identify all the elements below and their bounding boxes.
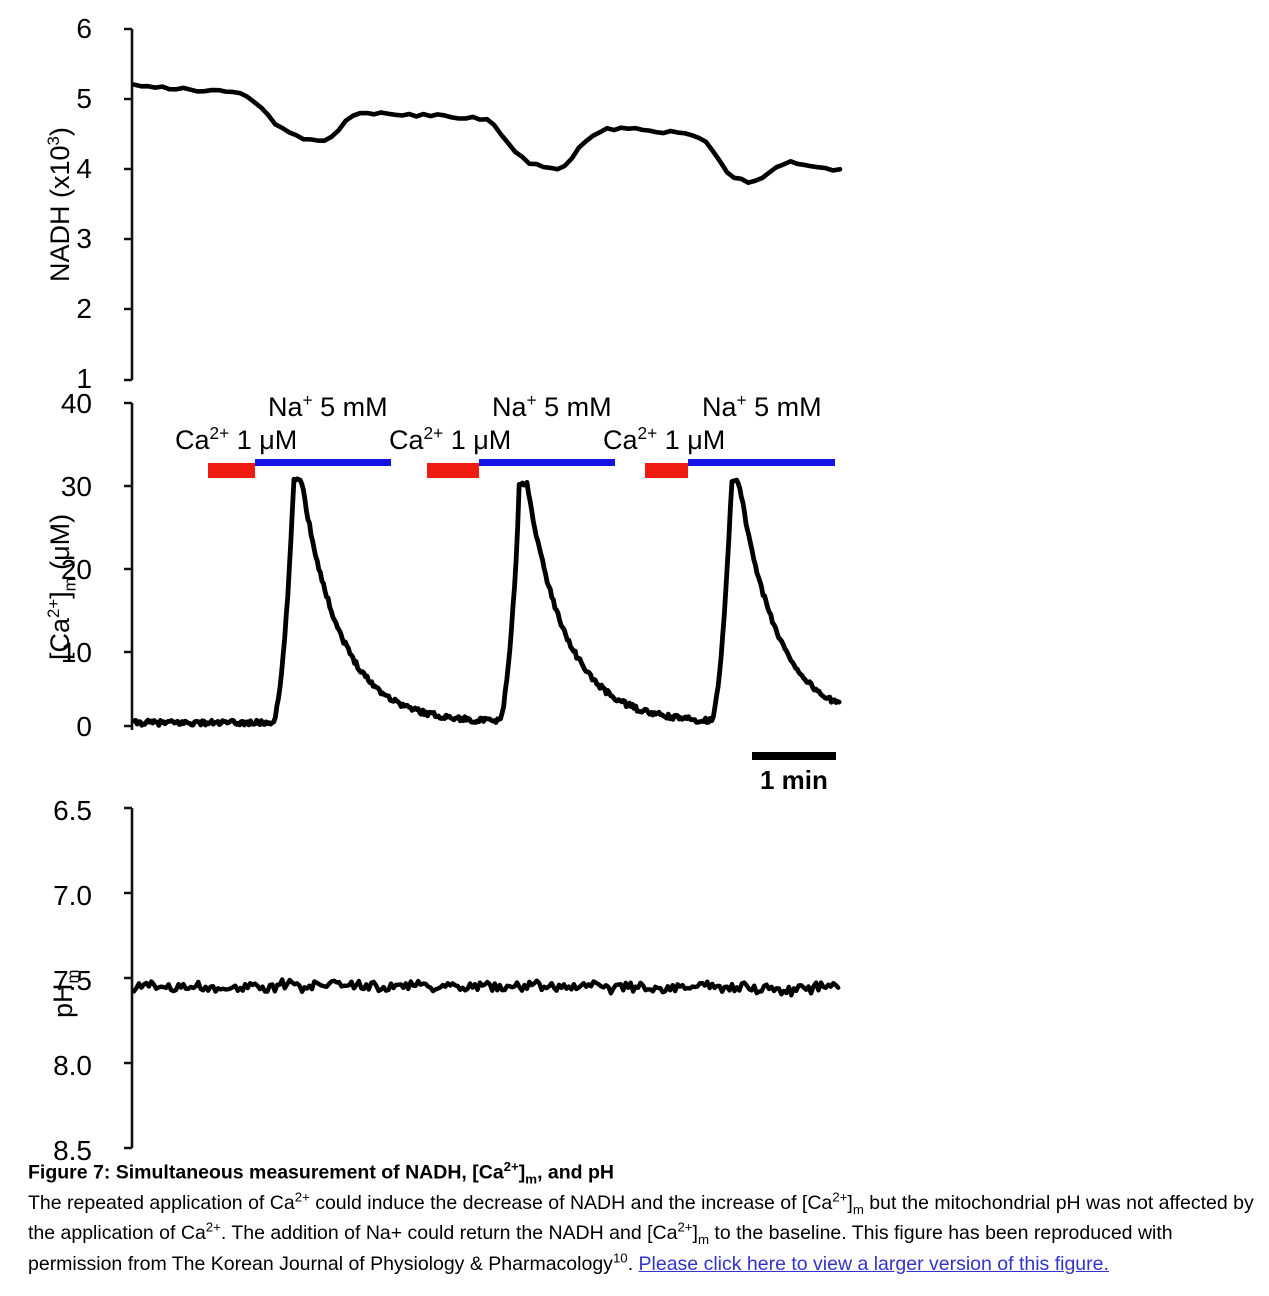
calcium-axis [124, 401, 134, 730]
sodium-bar-2 [479, 459, 615, 466]
larger-version-link[interactable]: Please click here to view a larger versi… [638, 1252, 1109, 1275]
caption-body: The repeated application of Ca2+ could i… [28, 1189, 1254, 1275]
ph-tick-8-5: 8.5 [53, 1135, 92, 1166]
ph-plot [124, 806, 841, 1150]
drug-label-na-1: Na+ 5 mM [268, 390, 388, 422]
figure-caption: Figure 7: Simultaneous measurement of NA… [28, 1158, 1260, 1277]
nadh-tick-6: 6 [76, 13, 92, 44]
nadh-trace [131, 82, 843, 186]
treatment-bars [208, 459, 835, 478]
ph-axis [124, 806, 134, 1150]
caption-title: Figure 7: Simultaneous measurement of NA… [28, 1159, 614, 1187]
drug-label-na-2: Na+ 5 mM [492, 390, 612, 422]
ph-tick-8-0: 8.0 [53, 1050, 92, 1081]
calcium-trace [131, 476, 842, 728]
drug-label-ca-3: Ca2+ 1 μM [603, 423, 726, 455]
calcium-tick-40: 40 [60, 388, 92, 419]
scalebar-line [752, 752, 836, 760]
nadh-plot [124, 27, 843, 382]
calcium-tick-30: 30 [60, 471, 92, 502]
nadh-tick-5: 5 [76, 83, 92, 114]
calcium-plot [124, 401, 842, 760]
ph-trace [131, 977, 841, 998]
nadh-tick-4: 4 [76, 153, 92, 184]
nadh-tick-1: 1 [76, 363, 92, 394]
drug-label-ca-2: Ca2+ 1 μM [389, 423, 512, 455]
ph-tick-7-0: 7.0 [53, 880, 92, 911]
sodium-bar-1 [255, 459, 391, 466]
drug-label-na-3: Na+ 5 mM [702, 390, 822, 422]
sodium-bar-3 [688, 459, 835, 466]
nadh-tick-3: 3 [76, 223, 92, 254]
calcium-bar-2 [427, 463, 479, 478]
calcium-tick-10: 10 [60, 637, 92, 668]
ph-tick-7-5: 7.5 [53, 965, 92, 996]
calcium-tick-0: 0 [76, 711, 92, 742]
nadh-tick-2: 2 [76, 293, 92, 324]
calcium-bar-3 [645, 463, 688, 478]
nadh-axis [124, 27, 134, 382]
scalebar-label: 1 min [760, 765, 828, 795]
drug-label-ca-1: Ca2+ 1 μM [175, 423, 298, 455]
calcium-tick-20: 20 [60, 554, 92, 585]
ph-tick-6-5: 6.5 [53, 795, 92, 826]
calcium-bar-1 [208, 463, 255, 478]
